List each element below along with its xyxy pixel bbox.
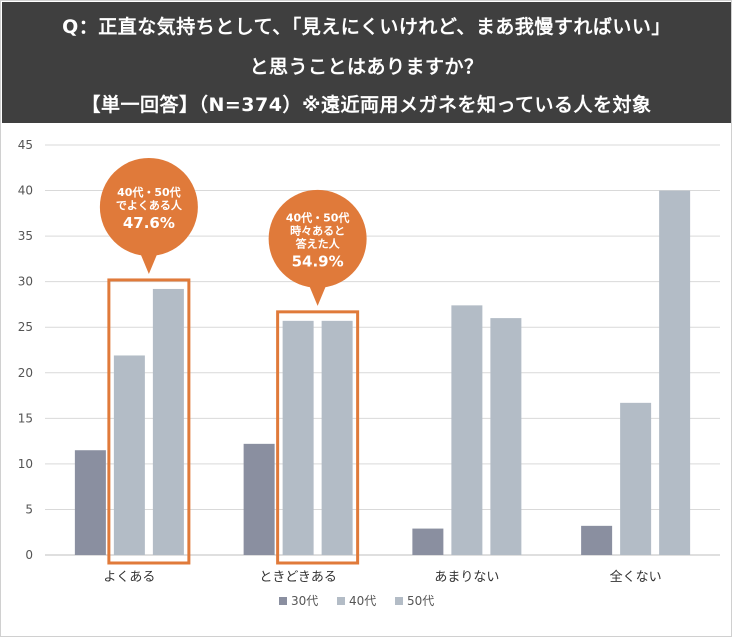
y-tick-label: 25 bbox=[18, 320, 33, 334]
question-line-2: と思うことはありますか？ bbox=[249, 56, 484, 78]
legend-swatch bbox=[279, 597, 287, 605]
callout-text: でよくある人 bbox=[116, 198, 183, 212]
y-tick-label: 15 bbox=[18, 411, 33, 425]
y-tick-label: 35 bbox=[18, 229, 33, 243]
callout-text: 40代・50代 bbox=[117, 185, 181, 199]
callout-bubble bbox=[268, 189, 367, 288]
y-tick-label: 45 bbox=[18, 138, 33, 152]
callout-percent: 54.9% bbox=[292, 252, 344, 270]
bar bbox=[490, 318, 522, 555]
callout-percent: 47.6% bbox=[123, 214, 175, 232]
question-header: Q：正直な気持ちとして、「見えにくいけれど、まあ我慢すればいい」 と思うことはあ… bbox=[2, 2, 731, 123]
highlight-box bbox=[276, 310, 360, 565]
bar bbox=[113, 355, 145, 555]
bar bbox=[243, 443, 275, 555]
question-line-3: 【単一回答】（N=374）※遠近両用メガネを知っている人を対象 bbox=[81, 94, 652, 116]
y-tick-label: 5 bbox=[25, 502, 33, 516]
bar bbox=[282, 320, 314, 555]
callout-text: 40代・50代 bbox=[286, 210, 350, 224]
callout-bubble bbox=[99, 157, 198, 256]
y-tick-label: 30 bbox=[18, 275, 33, 289]
y-tick-label: 0 bbox=[25, 548, 33, 562]
x-category-label: よくある bbox=[103, 570, 155, 585]
y-tick-label: 10 bbox=[18, 457, 33, 471]
bar bbox=[152, 288, 184, 555]
bar bbox=[74, 450, 106, 555]
callout-pointer bbox=[307, 281, 328, 306]
callout-text: 時々あると bbox=[290, 223, 345, 237]
x-category-label: 全くない bbox=[610, 569, 662, 585]
bar bbox=[581, 525, 613, 555]
question-line-1: Q：正直な気持ちとして、「見えにくいけれど、まあ我慢すればいい」 bbox=[62, 16, 671, 38]
legend-label: 30代 bbox=[291, 594, 318, 608]
callout-text: 答えた人 bbox=[296, 236, 341, 250]
y-tick-label: 40 bbox=[18, 184, 33, 198]
bar bbox=[451, 305, 483, 555]
x-category-label: あまりない bbox=[434, 570, 499, 585]
bar bbox=[620, 402, 652, 555]
x-category-label: ときどきある bbox=[259, 570, 337, 585]
callout-pointer bbox=[138, 249, 159, 274]
bar bbox=[412, 528, 444, 555]
legend-label: 40代 bbox=[349, 594, 376, 608]
legend-label: 50代 bbox=[407, 594, 434, 608]
highlight-box bbox=[107, 278, 191, 565]
legend-swatch bbox=[337, 597, 345, 605]
bar bbox=[321, 320, 353, 555]
legend-swatch bbox=[395, 597, 403, 605]
y-tick-label: 20 bbox=[18, 366, 33, 380]
bar bbox=[659, 190, 691, 556]
